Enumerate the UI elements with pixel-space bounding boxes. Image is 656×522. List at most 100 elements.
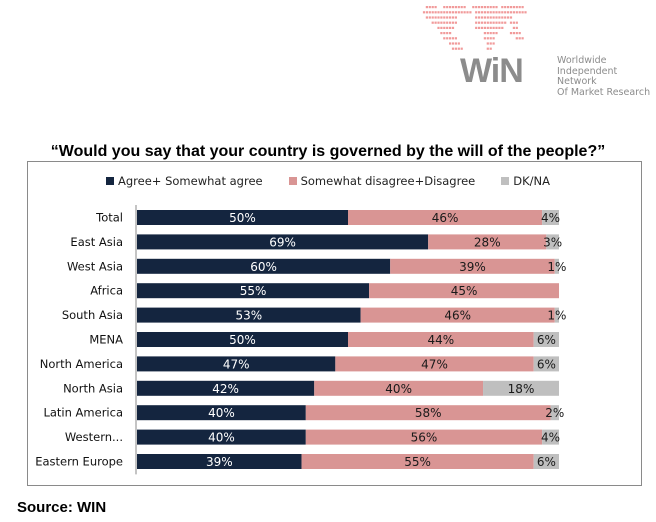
bar-segment bbox=[137, 380, 315, 396]
map-dot bbox=[486, 37, 489, 40]
map-dot bbox=[492, 32, 495, 35]
map-dot bbox=[446, 32, 449, 35]
map-dot bbox=[478, 11, 481, 14]
map-dot bbox=[504, 6, 507, 9]
map-dot bbox=[515, 11, 518, 14]
map-dot bbox=[492, 26, 495, 29]
map-dot bbox=[509, 32, 513, 35]
map-dot bbox=[449, 21, 452, 24]
map-dot bbox=[449, 6, 452, 9]
map-dot bbox=[515, 32, 518, 35]
legend-swatch bbox=[288, 177, 297, 185]
map-dot bbox=[483, 37, 486, 40]
data-label: 58% bbox=[415, 406, 442, 420]
data-label: 46% bbox=[432, 211, 459, 225]
data-label: 2% bbox=[545, 406, 564, 420]
map-dot bbox=[512, 6, 515, 9]
map-dot bbox=[422, 11, 426, 14]
map-dot bbox=[472, 6, 475, 9]
map-dot bbox=[478, 16, 481, 19]
data-label: 40% bbox=[208, 431, 235, 445]
map-dot bbox=[486, 47, 489, 50]
map-dot bbox=[443, 32, 446, 35]
map-dot bbox=[515, 26, 518, 29]
bar-segment bbox=[137, 210, 348, 225]
map-dot bbox=[498, 11, 501, 14]
map-dot bbox=[475, 26, 478, 29]
map-dot bbox=[492, 16, 495, 19]
map-dot bbox=[443, 26, 446, 29]
data-label: 4% bbox=[541, 211, 560, 225]
map-dot bbox=[446, 16, 449, 19]
logo-tagline: Worldwide Independent Network Of Market … bbox=[557, 55, 656, 98]
map-dot bbox=[454, 47, 457, 50]
map-dot bbox=[480, 6, 484, 9]
map-dot bbox=[518, 32, 521, 35]
map-dot bbox=[446, 11, 449, 14]
map-dot bbox=[501, 6, 504, 9]
map-dot bbox=[475, 21, 478, 24]
map-dot bbox=[518, 11, 521, 14]
map-dot bbox=[454, 42, 457, 45]
data-label: 50% bbox=[229, 211, 256, 225]
map-dot bbox=[437, 11, 440, 14]
map-dot bbox=[451, 16, 455, 19]
category-label: North Asia bbox=[63, 381, 123, 395]
map-dot bbox=[428, 11, 431, 14]
map-dot bbox=[440, 16, 443, 19]
map-dot bbox=[475, 16, 478, 19]
bar-segment bbox=[554, 307, 559, 323]
map-dot bbox=[428, 6, 431, 9]
category-label: Eastern Europe bbox=[35, 455, 123, 469]
data-label: 47% bbox=[421, 357, 448, 371]
data-label: 6% bbox=[537, 357, 556, 371]
map-dot bbox=[475, 11, 478, 14]
map-dot bbox=[515, 21, 518, 24]
data-label: 18% bbox=[508, 382, 535, 396]
map-dot bbox=[428, 16, 431, 19]
logo-tagline-line: Independent Network bbox=[557, 65, 618, 87]
map-dot bbox=[437, 26, 440, 29]
map-dot bbox=[492, 11, 495, 14]
map-dot bbox=[486, 42, 489, 45]
bar-segment bbox=[137, 258, 391, 274]
data-label: 60% bbox=[250, 260, 277, 274]
map-dot bbox=[498, 26, 501, 29]
map-dot bbox=[489, 21, 492, 24]
map-dot bbox=[518, 6, 521, 9]
data-label: 69% bbox=[269, 235, 296, 249]
map-dot bbox=[463, 6, 466, 9]
legend-label: Somewhat disagree+Disagree bbox=[300, 174, 476, 188]
map-dot bbox=[504, 21, 507, 24]
map-dot bbox=[495, 32, 498, 35]
map-dot bbox=[457, 6, 460, 9]
map-dot bbox=[451, 47, 455, 50]
category-label: West Asia bbox=[67, 259, 123, 273]
map-dot bbox=[446, 21, 449, 24]
map-dot bbox=[469, 11, 472, 14]
map-dot bbox=[512, 11, 515, 14]
map-dot bbox=[492, 6, 495, 9]
bar-segment bbox=[137, 356, 336, 372]
map-dot bbox=[434, 16, 437, 19]
map-dot bbox=[457, 47, 460, 50]
data-label: 28% bbox=[474, 235, 501, 249]
map-dot bbox=[457, 42, 460, 45]
map-dot bbox=[480, 26, 484, 29]
data-label: 6% bbox=[537, 455, 556, 469]
bar-segment bbox=[335, 356, 534, 372]
map-dot bbox=[515, 6, 518, 9]
bar-segment bbox=[348, 210, 543, 225]
map-dot bbox=[509, 11, 513, 14]
bar-segment bbox=[390, 258, 555, 274]
bar-segment bbox=[137, 454, 302, 469]
map-dot bbox=[489, 26, 492, 29]
data-label: 3% bbox=[543, 235, 562, 249]
map-dot bbox=[451, 6, 455, 9]
legend-item-agree: Agree+ Somewhat agree bbox=[106, 174, 263, 188]
data-label: 47% bbox=[223, 357, 250, 371]
map-dot bbox=[446, 37, 449, 40]
bar-segment bbox=[369, 283, 559, 299]
bar-segment bbox=[137, 429, 306, 445]
